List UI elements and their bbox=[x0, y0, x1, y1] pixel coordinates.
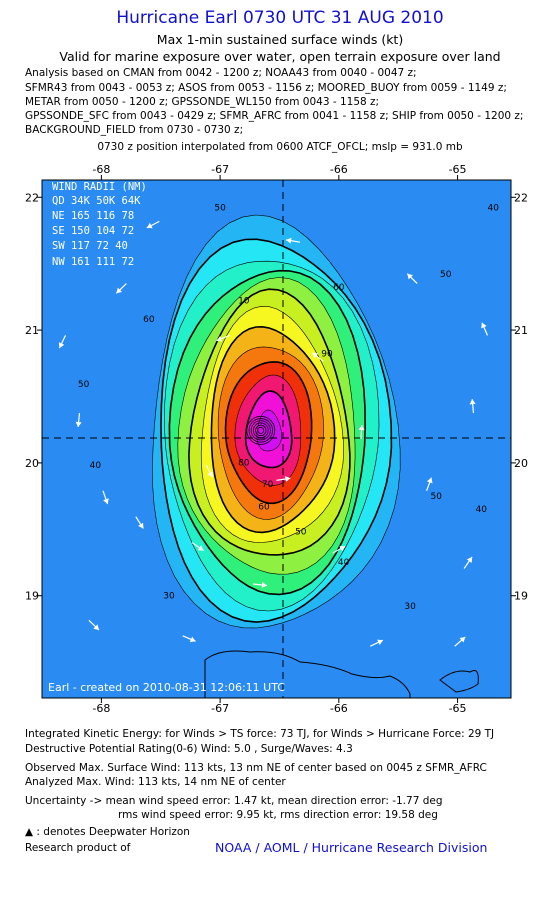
analysis-line: METAR from 0050 - 1200 z; GPSSONDE_WL150… bbox=[25, 96, 380, 108]
wind-radii-row: SE 150 104 72 bbox=[52, 225, 134, 237]
ike-line: Integrated Kinetic Energy: for Winds > T… bbox=[25, 728, 495, 740]
x-tick-label-top: -65 bbox=[449, 163, 467, 176]
wind-arrow-head bbox=[312, 352, 319, 359]
dpr-line: Destructive Potential Rating(0-6) Wind: … bbox=[25, 743, 353, 755]
wind-arrow-head bbox=[284, 476, 291, 482]
chart-subtitle-exposure: Valid for marine exposure over water, op… bbox=[59, 49, 501, 64]
uncertainty-line: Uncertainty -> mean wind speed error: 1.… bbox=[25, 795, 443, 807]
wind-arrow-head bbox=[459, 637, 466, 643]
contour-label: 60 bbox=[143, 315, 155, 325]
wind-arrow-head bbox=[189, 636, 196, 643]
wind-arrow-head bbox=[426, 477, 433, 484]
wind-field-map: 50 60 50 40 10 60 50 40 90 80 70 60 50 40 30 30 40 50 -68… bbox=[25, 163, 528, 715]
eye-ring bbox=[257, 426, 265, 434]
chart-title: Hurricane Earl 0730 UTC 31 AUG 2010 bbox=[116, 8, 444, 28]
x-tick-label-top: -68 bbox=[92, 163, 110, 176]
wind-arrow-head bbox=[58, 342, 65, 349]
analysis-line: Analysis based on CMAN from 0042 - 1200 … bbox=[25, 67, 417, 79]
contour-label: 90 bbox=[321, 350, 333, 360]
wind-arrow-head bbox=[75, 421, 82, 428]
land-coastline-east bbox=[439, 670, 479, 693]
y-tick-label-left: 19 bbox=[25, 590, 39, 603]
wind-arrow-head bbox=[138, 522, 144, 529]
y-tick-label-right: 20 bbox=[514, 457, 528, 470]
plot-frame bbox=[41, 179, 512, 699]
contour-label: 60 bbox=[333, 283, 345, 293]
contour-label: 50 bbox=[440, 270, 452, 280]
land-coastline bbox=[204, 650, 411, 698]
y-tick-label-left: 22 bbox=[25, 191, 39, 204]
wind-arrow-head bbox=[469, 399, 476, 405]
wind-arrow-head bbox=[339, 546, 346, 552]
x-tick-label-bottom: -66 bbox=[330, 702, 348, 715]
wind-radii-title: WIND RADII (NM) bbox=[52, 181, 147, 193]
position-note: 0730 z position interpolated from 0600 A… bbox=[97, 141, 463, 153]
analysis-line: GPSSONDE_SFC from 0043 - 0429 z; SFMR_AF… bbox=[25, 110, 524, 122]
deepwater-note: ▲ : denotes Deepwater Horizon bbox=[25, 826, 190, 838]
analysis-line: BACKGROUND_FIELD from 0730 - 0730 z; bbox=[25, 124, 244, 136]
created-label: Earl - created on 2010-08-31 12:06:11 UT… bbox=[48, 681, 285, 694]
contour-label: 40 bbox=[487, 204, 499, 214]
research-label: Research product of bbox=[25, 842, 131, 854]
x-tick-label-bottom: -65 bbox=[449, 702, 467, 715]
noaa-credit-link[interactable]: NOAA / AOML / Hurricane Research Divisio… bbox=[215, 840, 488, 855]
wind-arrow-head bbox=[116, 287, 122, 294]
eye-ring bbox=[248, 418, 273, 443]
wind-arrow-head bbox=[286, 237, 292, 244]
contour-label: 50 bbox=[430, 492, 442, 502]
triangle-icon: ▲ bbox=[25, 826, 34, 838]
contour-label: 30 bbox=[163, 591, 175, 601]
x-tick-label-top: -67 bbox=[211, 163, 229, 176]
x-tick-label-bottom: -68 bbox=[92, 702, 110, 715]
wind-arrow-head bbox=[466, 557, 473, 563]
wind-arrow-head bbox=[103, 498, 109, 505]
contour-label: 30 bbox=[404, 602, 416, 612]
x-tick-label-top: -66 bbox=[330, 163, 348, 176]
deepwater-label: : denotes Deepwater Horizon bbox=[36, 826, 190, 838]
chart-subtitle: Max 1-min sustained surface winds (kt) bbox=[156, 32, 404, 47]
wind-radii-row: NW 161 111 72 bbox=[52, 256, 134, 268]
wind-radii-row: SW 117 72 40 bbox=[52, 240, 128, 252]
contour-label: 40 bbox=[476, 505, 488, 515]
contour-label: 60 bbox=[258, 502, 270, 512]
wind-arrow-head bbox=[216, 335, 223, 342]
wind-radii-legend: WIND RADII (NM) QD 34K 50K 64K NE 165 11… bbox=[52, 181, 147, 268]
wind-arrow-head bbox=[146, 222, 153, 229]
contour-label: 40 bbox=[90, 461, 102, 471]
y-tick-label-right: 21 bbox=[514, 324, 528, 337]
y-tick-label-left: 21 bbox=[25, 324, 39, 337]
contour-label: 50 bbox=[295, 528, 307, 538]
contour-label: 40 bbox=[338, 558, 350, 568]
eye-ring bbox=[250, 420, 271, 441]
contour-label: 10 bbox=[238, 297, 250, 307]
wind-arrow-head bbox=[261, 581, 267, 588]
contour-label: 80 bbox=[238, 459, 250, 469]
wind-arrow-head bbox=[377, 639, 383, 646]
eye-ring bbox=[255, 424, 267, 436]
rms-line: rms wind speed error: 9.95 kt, rms direc… bbox=[118, 809, 438, 821]
x-tick-label-bottom: -67 bbox=[211, 702, 229, 715]
wind-arrow-head bbox=[407, 273, 413, 280]
y-tick-label-left: 20 bbox=[25, 457, 39, 470]
y-tick-label-right: 22 bbox=[514, 191, 528, 204]
wind-arrow-head bbox=[358, 425, 365, 431]
contour-label: 70 bbox=[262, 480, 274, 490]
wind-arrow-head bbox=[481, 322, 487, 329]
wind-arrow-head bbox=[93, 624, 100, 630]
wind-arrow-head bbox=[207, 471, 213, 478]
hurricane-eye bbox=[246, 415, 276, 445]
analysis-line: SFMR43 from 0043 - 0053 z; ASOS from 005… bbox=[25, 82, 507, 94]
wind-radii-header: QD 34K 50K 64K bbox=[52, 195, 141, 207]
y-tick-label-right: 19 bbox=[514, 590, 528, 603]
contour-label: 50 bbox=[214, 204, 226, 214]
contour-label: 50 bbox=[78, 380, 90, 390]
wind-radii-row: NE 165 116 78 bbox=[52, 210, 134, 222]
observed-max-wind: Observed Max. Surface Wind: 113 kts, 13 … bbox=[25, 762, 487, 774]
eye-ring bbox=[252, 422, 269, 439]
wind-arrow-head bbox=[197, 545, 204, 551]
analyzed-max-wind: Analyzed Max. Wind: 113 kts, 14 nm NE of… bbox=[25, 776, 286, 788]
eye-ring bbox=[246, 415, 276, 445]
